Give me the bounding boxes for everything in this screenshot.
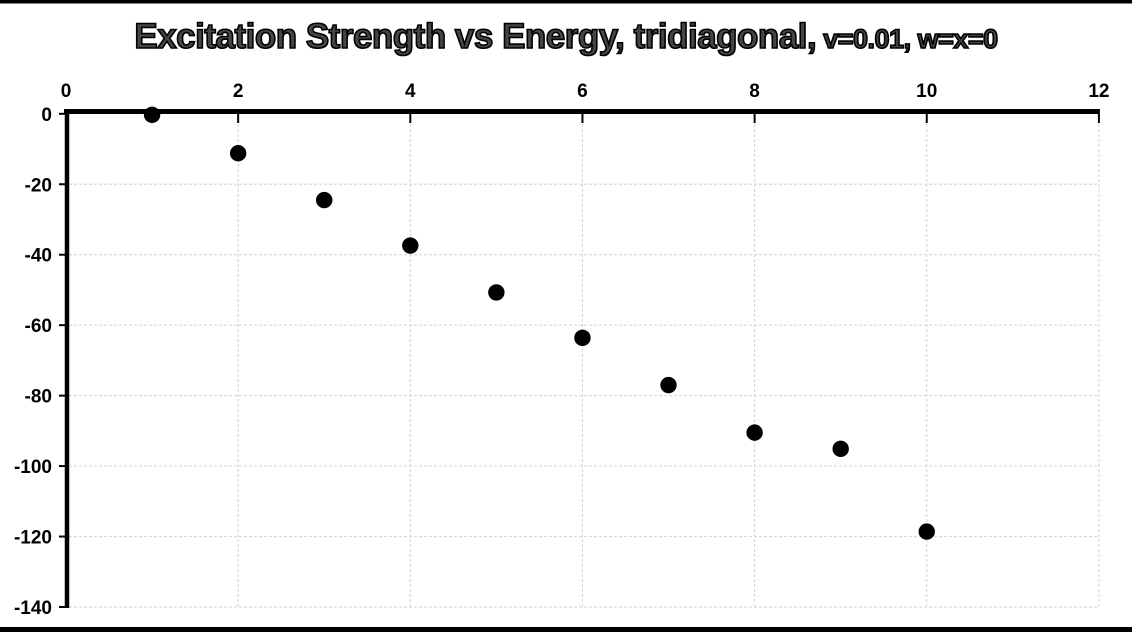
data-point	[574, 329, 591, 347]
y-tick-label: -60	[25, 316, 52, 337]
x-tick-label: 8	[749, 81, 760, 102]
x-tick-label: 12	[1088, 81, 1109, 102]
y-tick-label: -120	[14, 528, 52, 549]
y-tick-label: 0	[41, 105, 52, 126]
data-point	[832, 440, 849, 458]
frame-top-border	[0, 0, 1132, 4]
y-tick-label: -80	[25, 387, 52, 408]
data-point	[402, 237, 419, 254]
data-point	[316, 191, 333, 209]
y-tick-label: -100	[14, 457, 52, 478]
chart-title: Excitation Strength vs Energy, tridiagon…	[0, 14, 1132, 62]
y-tick-label: -140	[14, 598, 52, 619]
y-tick-label: -40	[25, 246, 52, 267]
y-tick-label: -20	[25, 175, 52, 196]
data-point	[229, 145, 247, 162]
x-tick-label: 10	[916, 81, 937, 102]
x-tick-label: 6	[577, 81, 588, 102]
x-tick-label: 4	[405, 81, 416, 102]
x-tick-label: 0	[61, 81, 72, 102]
chart-title-main: Excitation Strength vs Energy, tridiagon…	[134, 16, 818, 57]
chart-title-params: v=0.01, w=x=0	[816, 23, 999, 55]
data-point	[746, 424, 763, 441]
data-point	[918, 523, 935, 540]
chart-title-params-text: v=0.01, w=x=0	[822, 23, 999, 55]
data-point	[143, 106, 161, 124]
frame-bottom-border	[0, 627, 1132, 632]
data-point	[488, 284, 505, 301]
data-point	[660, 376, 677, 394]
x-tick-label: 2	[233, 81, 244, 102]
